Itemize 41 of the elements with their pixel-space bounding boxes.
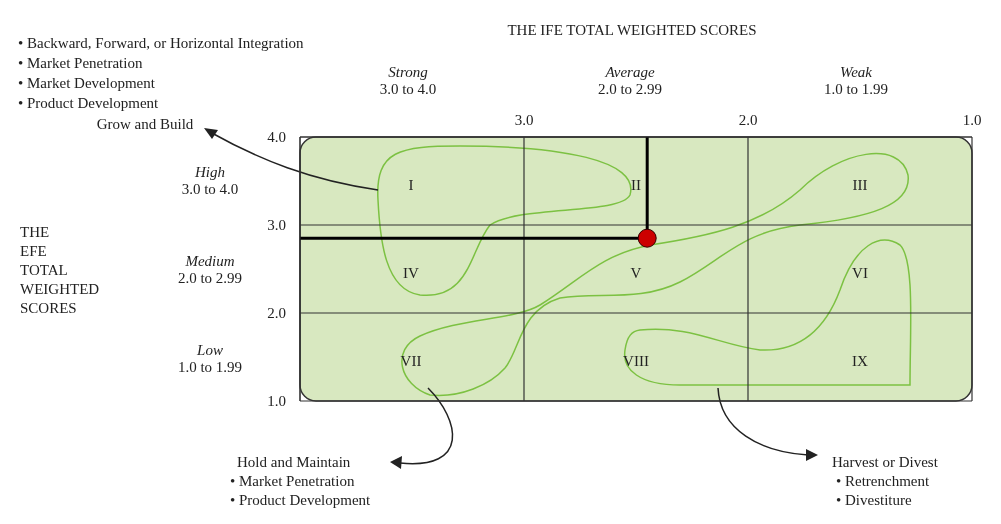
annotation: IX [852, 353, 869, 369]
text: Weak [840, 64, 873, 80]
x-tick-label: 3.0 [514, 112, 534, 128]
text: Hold and Maintain [237, 454, 351, 470]
text: Strong [388, 64, 429, 80]
text: 3.0 to 4.0 [379, 81, 437, 97]
annotation: VI [852, 265, 868, 281]
text: • Market Development [18, 75, 156, 91]
text: Harvest or Divest [832, 454, 939, 470]
annotation: IV [403, 265, 420, 281]
annotation: V [630, 265, 642, 281]
y-tick-label: 3.0 [267, 217, 286, 233]
text: • Product Development [230, 492, 372, 508]
y-tick-label: 4.0 [267, 129, 286, 145]
y-tick-label: 2.0 [267, 305, 286, 321]
text: Average [604, 64, 655, 80]
text: 1.0 to 1.99 [177, 359, 243, 375]
annotation: VII [400, 353, 422, 369]
text: • Backward, Forward, or Horizontal Integration [18, 35, 305, 51]
annotation: I [408, 177, 414, 193]
text: • Market Penetration [18, 55, 143, 71]
annotation: VIII [623, 353, 649, 369]
text: Low [196, 342, 223, 358]
text: 2.0 to 2.99 [177, 270, 243, 286]
text: 2.0 to 2.99 [597, 81, 663, 97]
text: • Retrenchment [836, 473, 930, 489]
x-tick-label: 1.0 [962, 112, 982, 128]
x-tick-label: 2.0 [738, 112, 758, 128]
text: • Divestiture [836, 492, 912, 508]
text: • Product Development [18, 95, 160, 111]
text: 1.0 to 1.99 [823, 81, 889, 97]
text: THE EFE TOTAL WEIGHTED SCORES [20, 224, 100, 316]
text: High [194, 164, 225, 180]
y-tick-label: 1.0 [267, 393, 286, 409]
text: • Market Penetration [230, 473, 355, 489]
text: Grow and Build [96, 116, 194, 132]
chart-title: THE IFE TOTAL WEIGHTED SCORES [507, 22, 757, 38]
text: Medium [184, 253, 235, 269]
text: 3.0 to 4.0 [181, 181, 239, 197]
annotation: II [631, 177, 641, 193]
annotation: III [852, 177, 868, 193]
